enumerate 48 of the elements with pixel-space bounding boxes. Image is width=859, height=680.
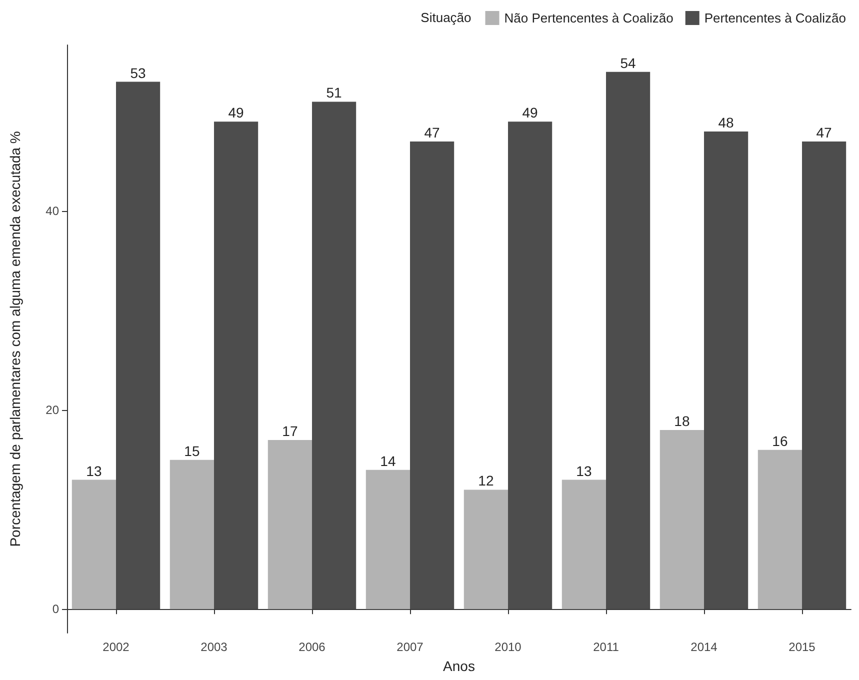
y-tick-label: 20 — [46, 403, 60, 418]
data-label: 49 — [228, 104, 244, 121]
x-tick-label: 2003 — [200, 640, 228, 654]
data-label: 14 — [380, 452, 396, 469]
bar — [214, 122, 258, 610]
data-label: 51 — [326, 84, 342, 101]
legend-title: Situação — [420, 10, 472, 25]
data-label: 12 — [478, 472, 494, 489]
data-label: 47 — [816, 124, 832, 141]
bar — [366, 470, 410, 610]
y-tick-label: 0 — [52, 602, 60, 616]
bar — [508, 122, 552, 610]
bar — [660, 430, 704, 610]
bar — [606, 72, 650, 610]
data-label: 47 — [424, 124, 440, 141]
y-tick-label: 40 — [46, 204, 60, 218]
bar — [116, 82, 160, 610]
data-label: 17 — [282, 422, 298, 439]
bar — [170, 460, 214, 610]
data-label: 13 — [576, 462, 592, 479]
x-tick-label: 2015 — [788, 640, 816, 654]
bar — [464, 490, 508, 610]
data-label: 48 — [718, 114, 734, 131]
x-tick-label: 2014 — [690, 640, 718, 654]
bar — [704, 132, 748, 610]
legend-label: Pertencentes à Coalizão — [704, 10, 846, 26]
data-label: 18 — [674, 413, 690, 430]
data-label: 54 — [620, 54, 636, 71]
bar — [72, 480, 116, 610]
data-label: 13 — [86, 462, 102, 479]
bar — [562, 480, 606, 610]
legend-label: Não Pertencentes à Coalizão — [504, 10, 674, 26]
x-tick-label: 2011 — [593, 640, 620, 654]
bar — [312, 102, 356, 610]
bar — [268, 440, 312, 610]
x-tick-label: 2007 — [396, 640, 424, 654]
data-label: 15 — [184, 442, 200, 459]
x-axis-title: Anos — [443, 658, 475, 674]
data-label: 53 — [130, 64, 146, 81]
x-tick-label: 2010 — [494, 640, 522, 654]
x-tick-label: 2006 — [298, 640, 326, 654]
data-label: 49 — [522, 104, 538, 121]
bar — [758, 450, 802, 610]
bar — [802, 142, 846, 610]
bar — [410, 142, 454, 610]
x-tick-label: 2002 — [102, 640, 130, 654]
y-axis-title: Porcentagem de parlamentares com alguma emenda executada % — [7, 131, 23, 547]
data-label: 16 — [772, 432, 788, 449]
